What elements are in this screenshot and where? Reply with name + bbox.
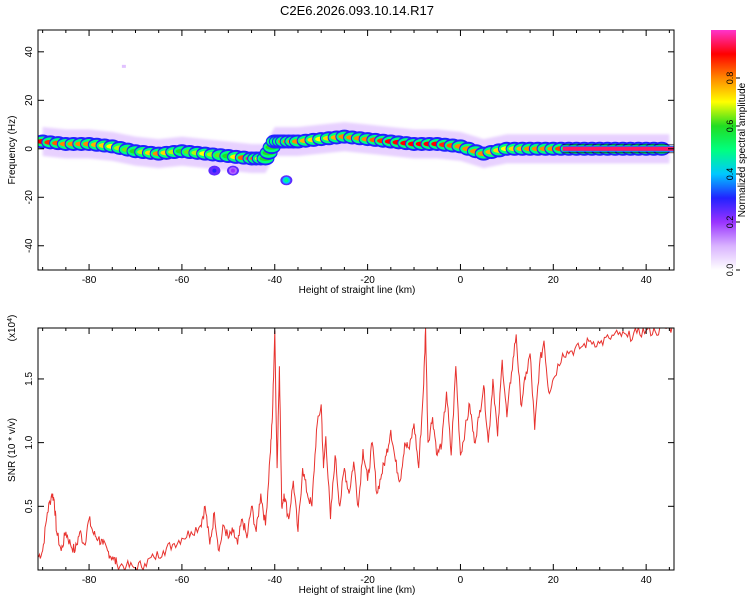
snr-line (38, 328, 674, 570)
snr-x-tick-label: 40 (641, 575, 653, 586)
snr-x-tick-label: -60 (175, 575, 190, 586)
snr-x-tick-label: 20 (548, 575, 560, 586)
snr-x-tick-label: 0 (458, 575, 464, 586)
spectrogram-frame (37, 29, 675, 271)
spectrogram-axes: -80 -60 -40 -20 0 20 40 -40 -20 0 20 40 (24, 30, 674, 286)
spectrogram-x-tick-label: -20 (360, 275, 375, 286)
spectrogram-panel: -80 -60 -40 -20 0 20 40 -40 -20 0 20 40 Height of s… (7, 29, 675, 296)
spectrogram-blob-core (230, 168, 235, 173)
spectrogram-y-tick-label: 20 (24, 94, 35, 106)
spectrogram-x-tick-label: 0 (458, 275, 464, 286)
snr-panel: -80 -60 -40 -20 0 20 40 0.5 1.0 1.5 Height of str… (7, 315, 675, 596)
spectrogram-blob (121, 64, 126, 68)
spectrogram-y-tick-label: 0 (24, 146, 35, 152)
snr-y-tick-label: 0.5 (24, 499, 35, 513)
spectrogram-blob-core (284, 178, 289, 183)
spectrogram-noise-halo (42, 122, 670, 174)
snr-y-tick-label: 1.5 (24, 372, 35, 386)
figure-title: C2E6.2026.093.10.14.R17 (280, 3, 434, 18)
snr-marks (38, 328, 674, 570)
colorbar: 0.0 0.2 0.4 0.6 0.8 Normalized spectral ampl… (711, 30, 748, 276)
snr-x-tick-label: -20 (360, 575, 375, 586)
spectrogram-x-tick-label: -40 (268, 275, 283, 286)
spectrogram-marks (38, 64, 674, 186)
spectrogram-x-axis-label: Height of straight line (km) (299, 285, 416, 296)
spectrogram-x-tick-label: -80 (82, 275, 97, 286)
spectrogram-y-tick-label: 40 (24, 46, 35, 58)
spectrogram-x-tick-label: -60 (175, 275, 190, 286)
spectrogram-y-tick-label: -20 (24, 190, 35, 205)
snr-frame (37, 327, 675, 571)
colorbar-label: Normalized spectral amplitude (737, 82, 748, 217)
colorbar-tick-label: 0.6 (725, 120, 735, 133)
snr-y-axis-label: SNR (10 * v/v) (7, 418, 18, 482)
spectrogram-x-tick-label: 20 (548, 275, 560, 286)
colorbar-gradient (711, 30, 736, 270)
spectrogram-blob-core (212, 168, 217, 173)
colorbar-tick-label: 0.0 (725, 264, 735, 277)
snr-plot-area (38, 328, 674, 570)
spectrogram-x-tick-label: 40 (641, 275, 653, 286)
spectrogram-tail-core (562, 146, 674, 151)
snr-x-tick-label: -80 (82, 575, 97, 586)
snr-x-axis-label: Height of straight line (km) (299, 585, 416, 596)
snr-y-multiplier: (x104) (7, 315, 19, 342)
colorbar-tick-label: 0.4 (725, 168, 735, 181)
colorbar-tick-label: 0.8 (725, 72, 735, 85)
snr-x-tick-label: -40 (268, 575, 283, 586)
colorbar-ticks: 0.0 0.2 0.4 0.6 0.8 (725, 72, 740, 277)
snr-y-tick-label: 1.0 (24, 435, 35, 449)
colorbar-tick-label: 0.2 (725, 216, 735, 229)
spectrogram-y-tick-label: -40 (24, 238, 35, 253)
spectrogram-y-axis-label: Frequency (Hz) (7, 116, 18, 185)
